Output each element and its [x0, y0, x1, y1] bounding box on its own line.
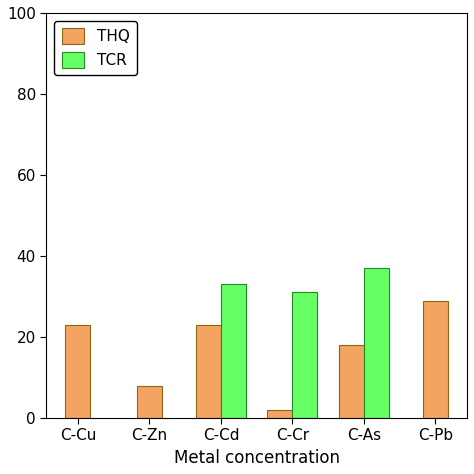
Bar: [423, 301, 448, 418]
Bar: [339, 345, 364, 418]
Bar: [65, 325, 91, 418]
Bar: [196, 325, 221, 418]
Bar: [267, 410, 292, 418]
Bar: [292, 292, 318, 418]
X-axis label: Metal concentration: Metal concentration: [173, 449, 340, 467]
Bar: [364, 268, 389, 418]
Legend: THQ, TCR: THQ, TCR: [54, 20, 137, 75]
Bar: [137, 386, 162, 418]
Bar: [221, 284, 246, 418]
